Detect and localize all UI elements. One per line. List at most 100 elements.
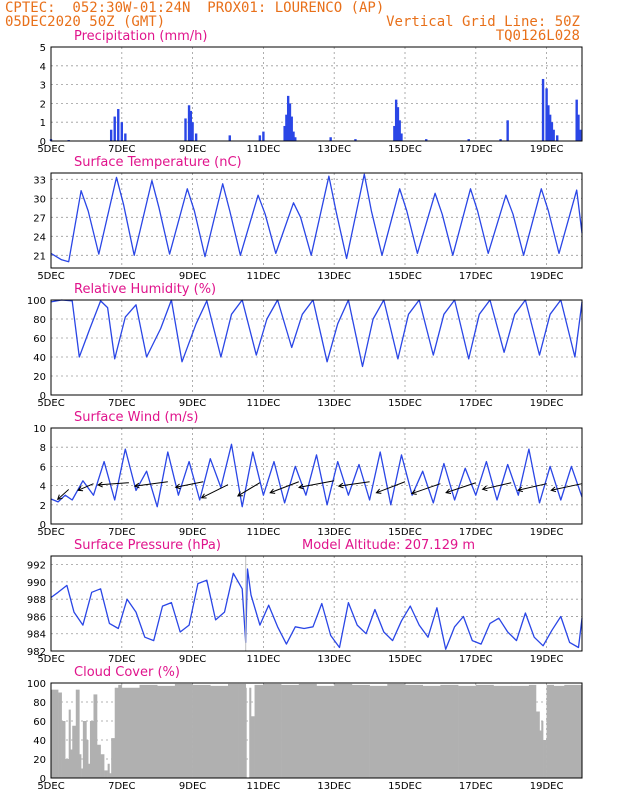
precip-bar <box>425 139 428 141</box>
precip-bar <box>393 125 396 141</box>
precip-bar <box>124 133 127 141</box>
wind-arrow <box>97 481 129 488</box>
precip-bar <box>394 99 398 141</box>
precip-bar <box>467 139 470 141</box>
wind-arrow <box>297 480 335 490</box>
panel-border <box>50 555 583 652</box>
x-tick-label: 11DEC <box>247 271 281 282</box>
cloud-column <box>210 685 229 778</box>
wind-arrow <box>375 481 406 494</box>
x-tick-label: 15DEC <box>388 271 422 282</box>
y-tick-label: 100 <box>27 296 46 307</box>
y-tick-label: 988 <box>27 595 46 606</box>
x-tick-label: 19DEC <box>530 527 564 538</box>
wind-arrow <box>200 484 229 499</box>
cloud-column <box>100 754 105 778</box>
panel-border <box>50 299 583 396</box>
x-tick-label: 13DEC <box>317 144 351 155</box>
cloud-column <box>316 685 335 778</box>
precip-bar <box>189 110 193 141</box>
y-tick-label: 2 <box>40 501 46 512</box>
cloud-column <box>174 683 193 778</box>
panel-title: Relative Humidity (%) <box>74 282 216 297</box>
x-tick-label: 17DEC <box>459 271 493 282</box>
panel-title: Surface Wind (m/s) <box>74 410 198 425</box>
wind-arrow <box>269 481 299 494</box>
precip-bar <box>228 135 231 141</box>
panel-humidity: 0 20 40 60 80 100 5DEC 7DEC 9DEC 11DEC 13DEC 15DEC 1… <box>27 282 583 409</box>
x-tick-label: 5DEC <box>37 781 64 792</box>
cloud-column <box>89 721 94 778</box>
y-tick-label: 8 <box>40 443 46 454</box>
cloud-column <box>440 684 459 778</box>
y-tick-label: 5 <box>40 43 46 54</box>
panel-title: Surface Temperature (nC) <box>74 155 242 170</box>
wind-arrow <box>410 483 441 495</box>
pressure-series-line <box>50 568 583 650</box>
wind-arrow <box>77 483 94 492</box>
y-tick-label: 1 <box>40 118 46 129</box>
y-tick-label: 21 <box>33 251 46 262</box>
x-tick-label: 5DEC <box>37 654 64 665</box>
cloud-column <box>511 685 530 778</box>
panel-border <box>50 427 583 525</box>
header-model-code: TQ0126L028 <box>495 28 580 44</box>
cloud-column <box>405 684 423 778</box>
y-tick-label: 0 <box>40 137 46 148</box>
y-tick-label: 100 <box>27 679 46 690</box>
precip-bar <box>575 99 578 141</box>
cloud-column <box>139 684 158 778</box>
precip-bar <box>499 139 502 141</box>
precip-bar <box>262 131 265 141</box>
y-tick-label: 990 <box>27 578 46 589</box>
x-tick-label: 7DEC <box>108 144 135 155</box>
panel-title: Precipitation (mm/h) <box>74 29 207 44</box>
cloud-column <box>86 740 89 778</box>
x-tick-label: 19DEC <box>530 144 564 155</box>
cloud-column <box>422 685 441 778</box>
precip-bar <box>294 137 297 141</box>
x-tick-label: 7DEC <box>108 271 135 282</box>
precip-bar <box>113 116 116 141</box>
x-tick-label: 7DEC <box>108 654 135 665</box>
precip-bar <box>283 125 286 141</box>
precip-bar <box>548 114 552 141</box>
cloud-column <box>61 721 66 778</box>
cloud-column <box>97 744 101 778</box>
precip-bar <box>191 122 194 141</box>
precip-bar <box>285 114 288 141</box>
precip-bar <box>286 95 290 141</box>
panel-border <box>50 682 583 779</box>
x-tick-label: 17DEC <box>459 781 493 792</box>
panel-frame <box>50 427 583 525</box>
panel-title: Surface Pressure (hPa) <box>74 538 221 553</box>
precip-bar <box>552 129 555 141</box>
x-tick-label: 11DEC <box>247 144 281 155</box>
precip-bar <box>329 137 332 141</box>
cloud-column <box>458 685 477 778</box>
x-tick-label: 11DEC <box>247 398 281 409</box>
precip-bar <box>292 131 295 141</box>
precip-bar <box>550 122 554 141</box>
precip-bar <box>506 120 509 141</box>
y-tick-label: 6 <box>40 462 46 473</box>
y-tick-label: 992 <box>27 561 46 572</box>
x-tick-label: 19DEC <box>530 654 564 665</box>
y-tick-label: 20 <box>33 755 46 766</box>
y-tick-label: 982 <box>27 647 46 658</box>
x-tick-label: 11DEC <box>247 781 281 792</box>
cloud-column <box>107 763 110 778</box>
precip-bar <box>579 129 582 141</box>
x-tick-label: 7DEC <box>108 527 135 538</box>
wind-arrow <box>174 481 204 490</box>
x-tick-label: 9DEC <box>179 271 206 282</box>
y-tick-label: 986 <box>27 612 46 623</box>
cloud-column <box>118 684 123 778</box>
y-tick-label: 60 <box>33 717 46 728</box>
precip-bar <box>398 120 401 141</box>
wind-arrow <box>481 482 512 492</box>
x-tick-label: 7DEC <box>108 781 135 792</box>
cloud-column <box>81 768 84 778</box>
y-tick-label: 27 <box>33 213 46 224</box>
cloud-column <box>543 740 547 778</box>
